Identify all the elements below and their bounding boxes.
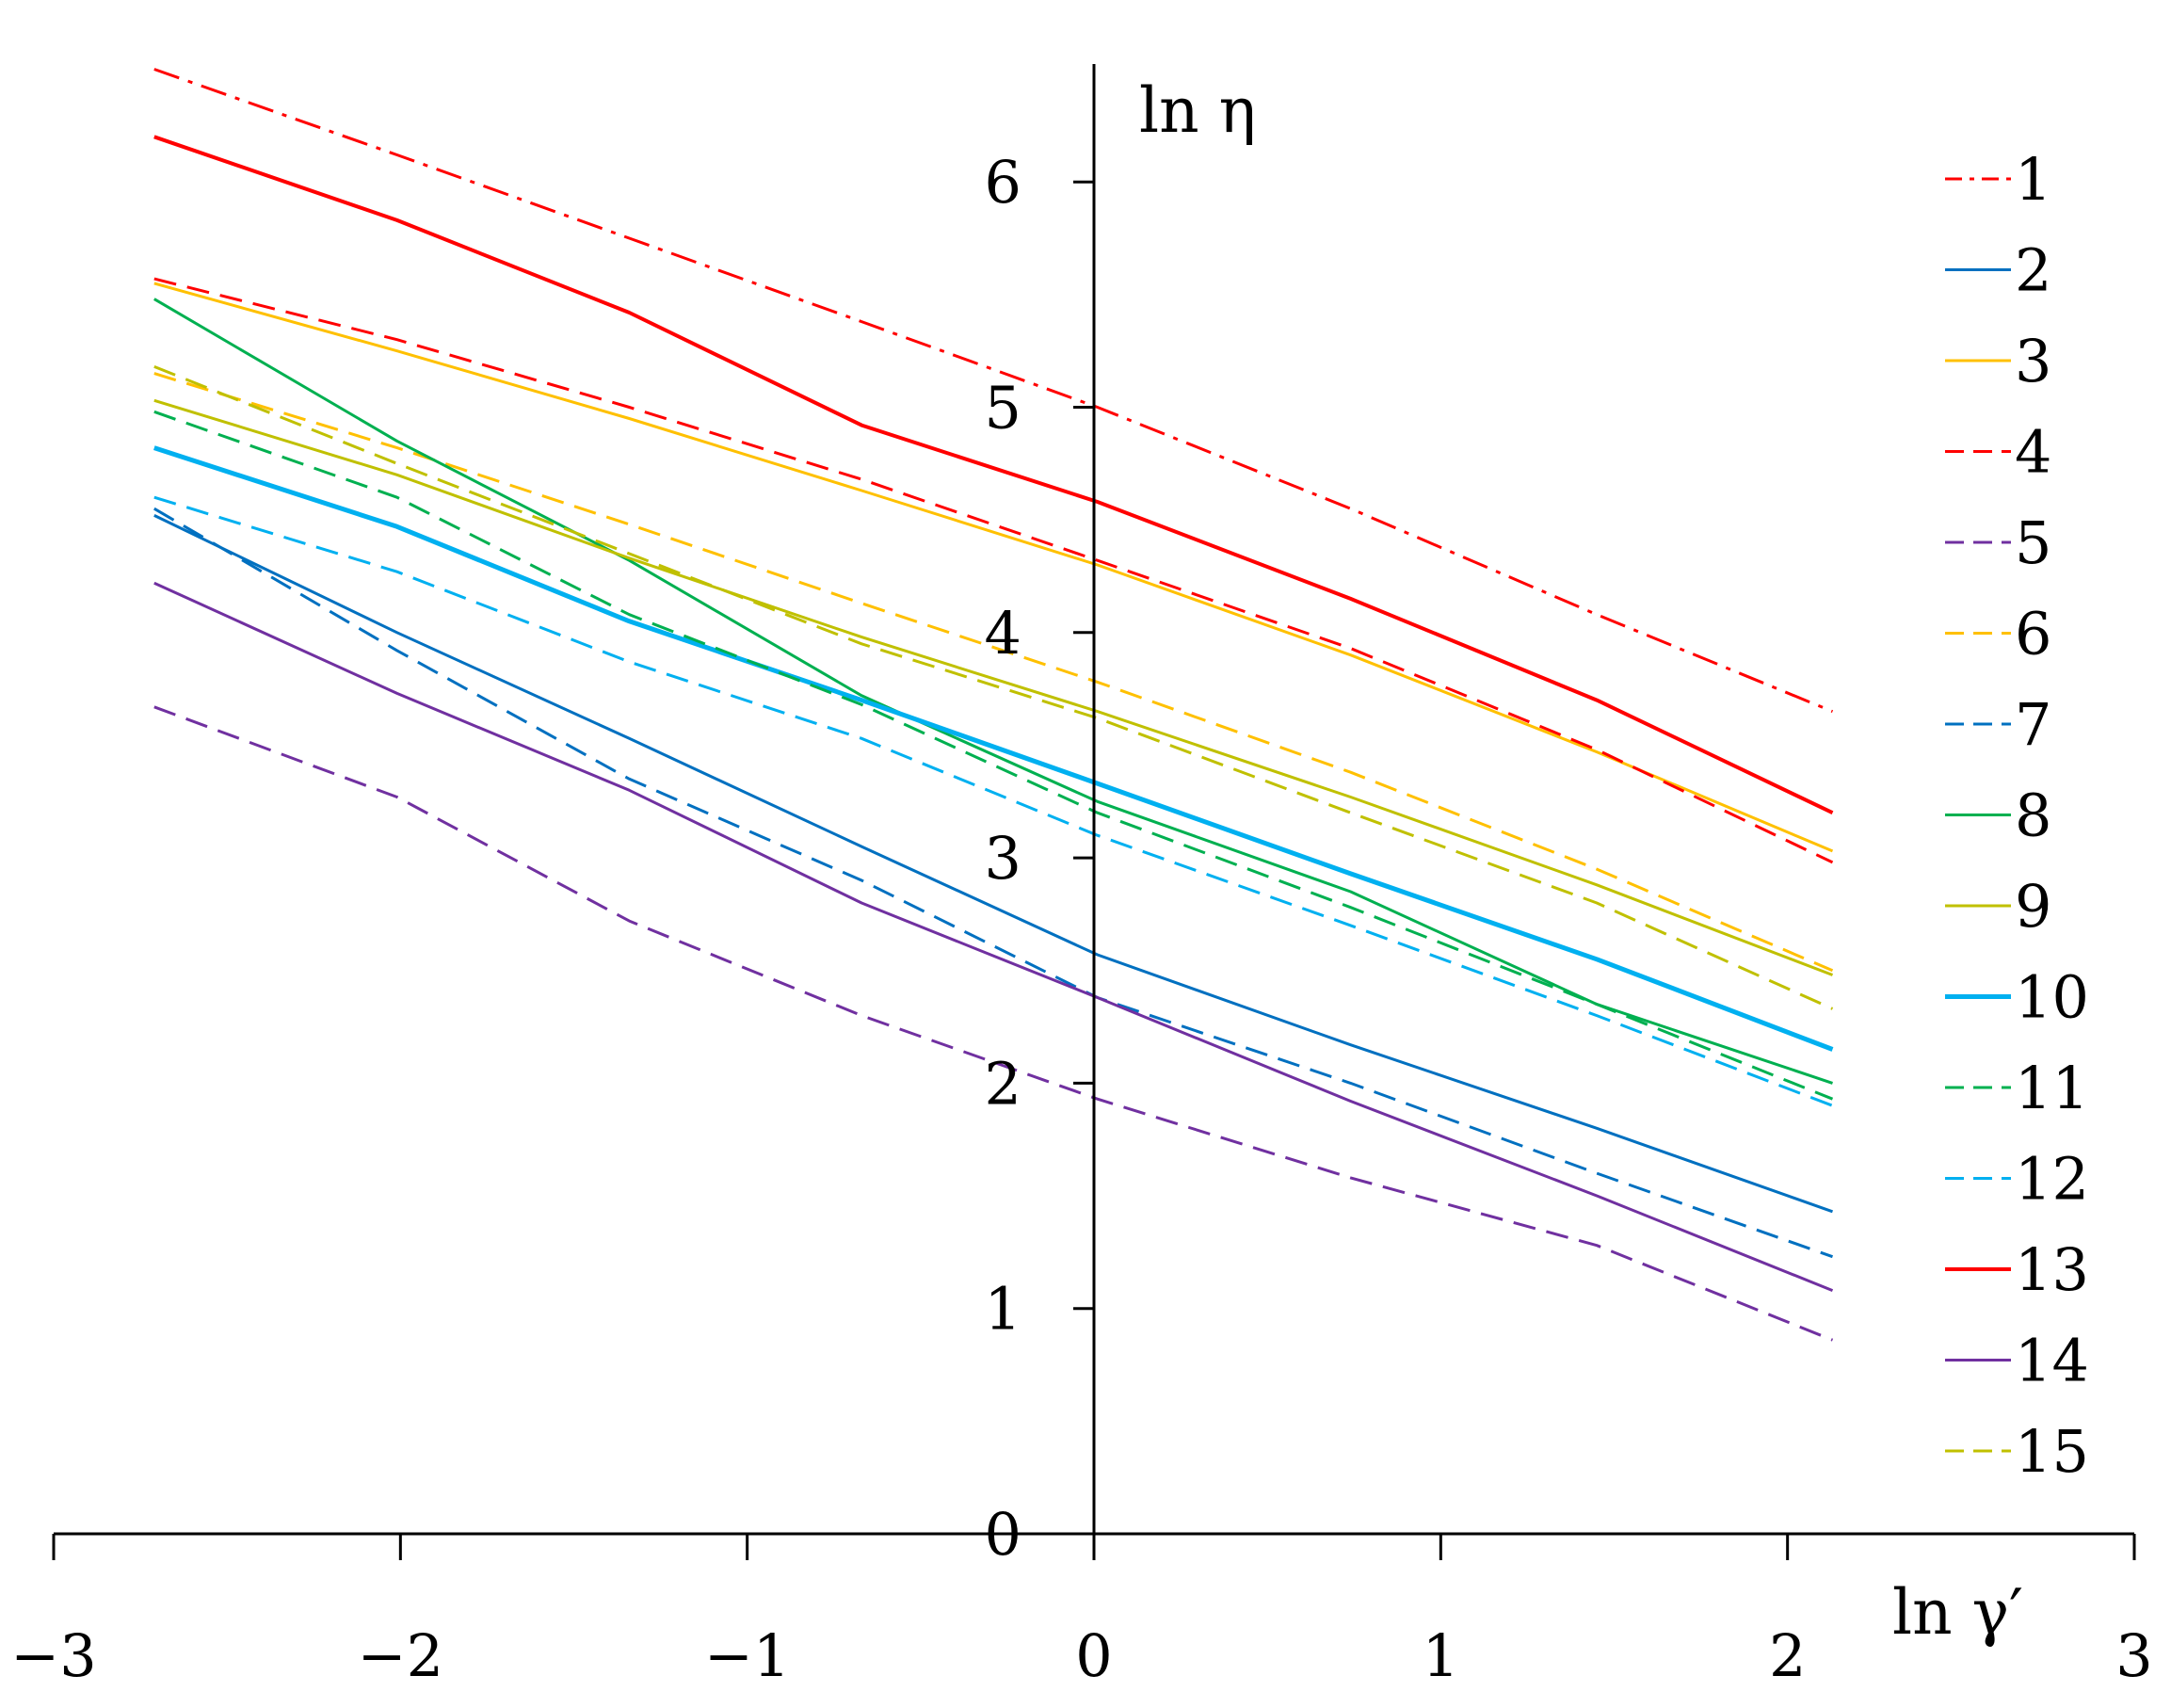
series-line-15 <box>153 365 1834 1010</box>
legend-label-4: 4 <box>2015 418 2051 487</box>
legend-label-8: 8 <box>2015 781 2051 850</box>
series-line-14 <box>153 581 1834 1292</box>
series-line-11 <box>153 410 1834 1101</box>
series-line-7 <box>153 507 1834 1259</box>
series-line-5 <box>153 705 1834 1342</box>
series-line-1 <box>153 68 1834 713</box>
x-tick-label: 0 <box>1075 1621 1112 1690</box>
legend-label-15: 15 <box>2015 1417 2089 1486</box>
y-tick-label: 6 <box>985 148 1021 217</box>
legend-label-2: 2 <box>2015 236 2051 305</box>
series-line-13 <box>153 135 1834 815</box>
legend-label-13: 13 <box>2015 1235 2089 1304</box>
series-line-9 <box>153 398 1834 976</box>
series-line-4 <box>153 277 1834 864</box>
y-tick-label: 5 <box>985 374 1021 443</box>
series-line-12 <box>153 495 1834 1107</box>
y-tick-label: 4 <box>985 599 1021 668</box>
series-line-3 <box>153 282 1834 853</box>
y-tick-label: 3 <box>985 824 1021 893</box>
legend-label-12: 12 <box>2015 1145 2089 1214</box>
x-axis-title: ln γ′ <box>1892 1576 2023 1649</box>
x-tick-label: 2 <box>1769 1621 1806 1690</box>
x-tick-label: −2 <box>358 1621 443 1690</box>
legend-label-7: 7 <box>2015 690 2051 759</box>
series-line-6 <box>153 372 1834 973</box>
legend-label-1: 1 <box>2015 145 2051 214</box>
y-tick-label: 1 <box>985 1275 1021 1344</box>
x-tick-label: −3 <box>10 1621 96 1690</box>
legend-label-14: 14 <box>2015 1327 2089 1395</box>
legend-label-5: 5 <box>2015 508 2051 577</box>
y-axis-title: ln η <box>1139 74 1256 147</box>
x-tick-label: −1 <box>704 1621 790 1690</box>
legend-label-10: 10 <box>2015 963 2089 1032</box>
legend-label-11: 11 <box>2015 1054 2089 1122</box>
y-tick-label: 0 <box>985 1500 1021 1569</box>
series-layer <box>153 68 1834 1342</box>
series-line-2 <box>153 514 1833 1214</box>
series-line-10 <box>153 445 1834 1052</box>
x-tick-label: 1 <box>1423 1621 1459 1690</box>
series-line-8 <box>153 298 1833 1085</box>
y-tick-label: 2 <box>985 1049 1021 1118</box>
legend-label-6: 6 <box>2015 600 2051 669</box>
x-tick-label: 3 <box>2115 1621 2152 1690</box>
legend-label-9: 9 <box>2015 872 2051 941</box>
legend-label-3: 3 <box>2015 327 2051 395</box>
